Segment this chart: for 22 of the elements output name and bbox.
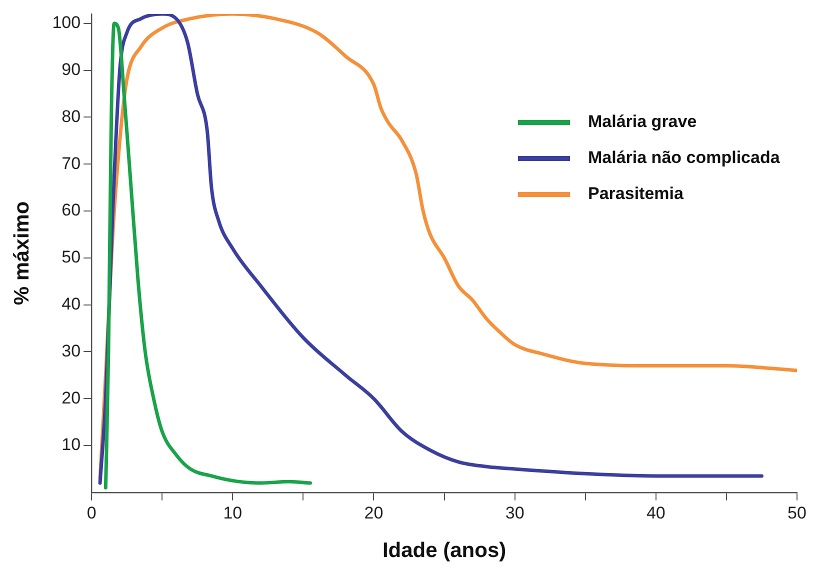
x-axis-title: Idade (anos) bbox=[382, 539, 506, 562]
legend-label: Malária grave bbox=[588, 112, 697, 132]
y-tick-label: 50 bbox=[62, 248, 81, 267]
y-tick-label: 10 bbox=[62, 435, 81, 454]
y-tick-label: 40 bbox=[62, 294, 81, 314]
y-tick-label: 80 bbox=[62, 106, 81, 126]
y-tick-label: 90 bbox=[62, 60, 81, 79]
x-tick-label: 0 bbox=[86, 503, 96, 522]
legend-label: Parasitemia bbox=[588, 184, 684, 204]
y-tick-label: 20 bbox=[62, 388, 81, 408]
y-tick-label: 70 bbox=[62, 154, 81, 173]
x-tick-label: 30 bbox=[505, 503, 524, 522]
x-tick-label: 50 bbox=[788, 503, 806, 522]
y-axis-title: % máximo bbox=[10, 201, 34, 306]
y-tick-label: 60 bbox=[62, 200, 81, 220]
x-tick-label: 10 bbox=[223, 503, 242, 522]
legend-label: Malária não complicada bbox=[588, 148, 780, 168]
y-tick-label: 30 bbox=[62, 341, 81, 360]
y-tick-label: 100 bbox=[52, 13, 81, 32]
line-series bbox=[104, 22, 312, 490]
x-tick-label: 40 bbox=[646, 503, 666, 522]
x-tick-label: 20 bbox=[364, 503, 384, 522]
